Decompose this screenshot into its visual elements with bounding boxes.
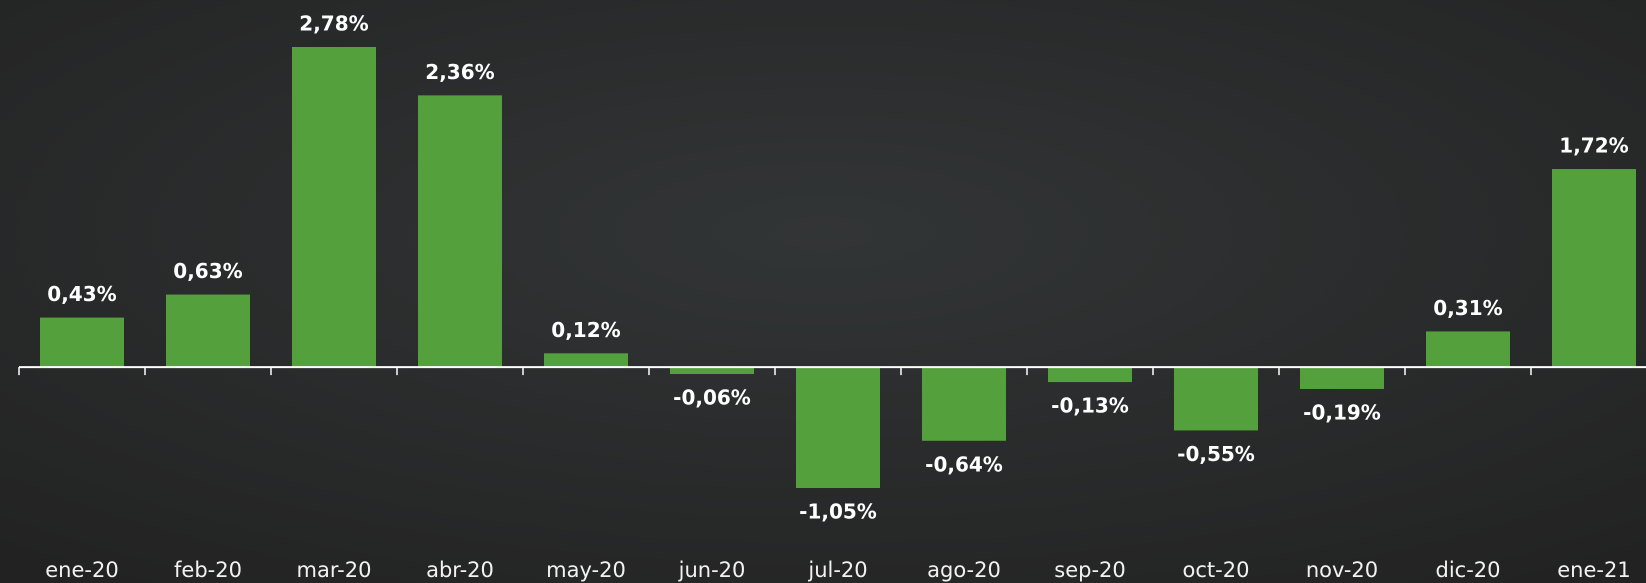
bar — [40, 317, 124, 368]
x-tick-label: ene-20 — [45, 558, 118, 582]
bar — [544, 353, 628, 368]
bar — [1174, 367, 1258, 431]
x-tick-label: may-20 — [546, 558, 626, 582]
bar — [1300, 367, 1384, 389]
bar — [418, 95, 502, 368]
x-tick-label: oct-20 — [1183, 558, 1250, 582]
x-tick-label: jun-20 — [678, 558, 746, 582]
bar — [922, 367, 1006, 441]
value-label: 2,36% — [425, 60, 494, 84]
value-label: 0,43% — [47, 282, 116, 306]
bar — [670, 367, 754, 375]
x-tick-label: dic-20 — [1435, 558, 1500, 582]
value-label: 0,12% — [551, 318, 620, 342]
x-tick-label: ago-20 — [927, 558, 1001, 582]
bar — [796, 367, 880, 488]
value-label: -0,55% — [1177, 442, 1255, 466]
x-tick-label: sep-20 — [1054, 558, 1126, 582]
x-tick-label: mar-20 — [297, 558, 372, 582]
bar — [1048, 367, 1132, 383]
value-label: -0,64% — [925, 452, 1003, 476]
x-tick-label: abr-20 — [426, 558, 494, 582]
value-label: 1,72% — [1559, 134, 1628, 158]
x-tick-label: ene-21 — [1557, 558, 1630, 582]
value-label: -1,05% — [799, 500, 877, 524]
x-tick-label: jul-20 — [807, 558, 867, 582]
value-label: 0,31% — [1433, 296, 1502, 320]
value-label: -0,19% — [1303, 400, 1381, 424]
value-label: 2,78% — [299, 12, 368, 36]
bar — [1552, 169, 1636, 368]
bar — [292, 47, 376, 368]
value-label: -0,06% — [673, 386, 751, 410]
value-label: -0,13% — [1051, 394, 1129, 418]
x-tick-label: feb-20 — [174, 558, 242, 582]
bar — [166, 294, 250, 368]
value-label: 0,63% — [173, 259, 242, 283]
bar — [1426, 331, 1510, 368]
x-tick-label: nov-20 — [1306, 558, 1378, 582]
